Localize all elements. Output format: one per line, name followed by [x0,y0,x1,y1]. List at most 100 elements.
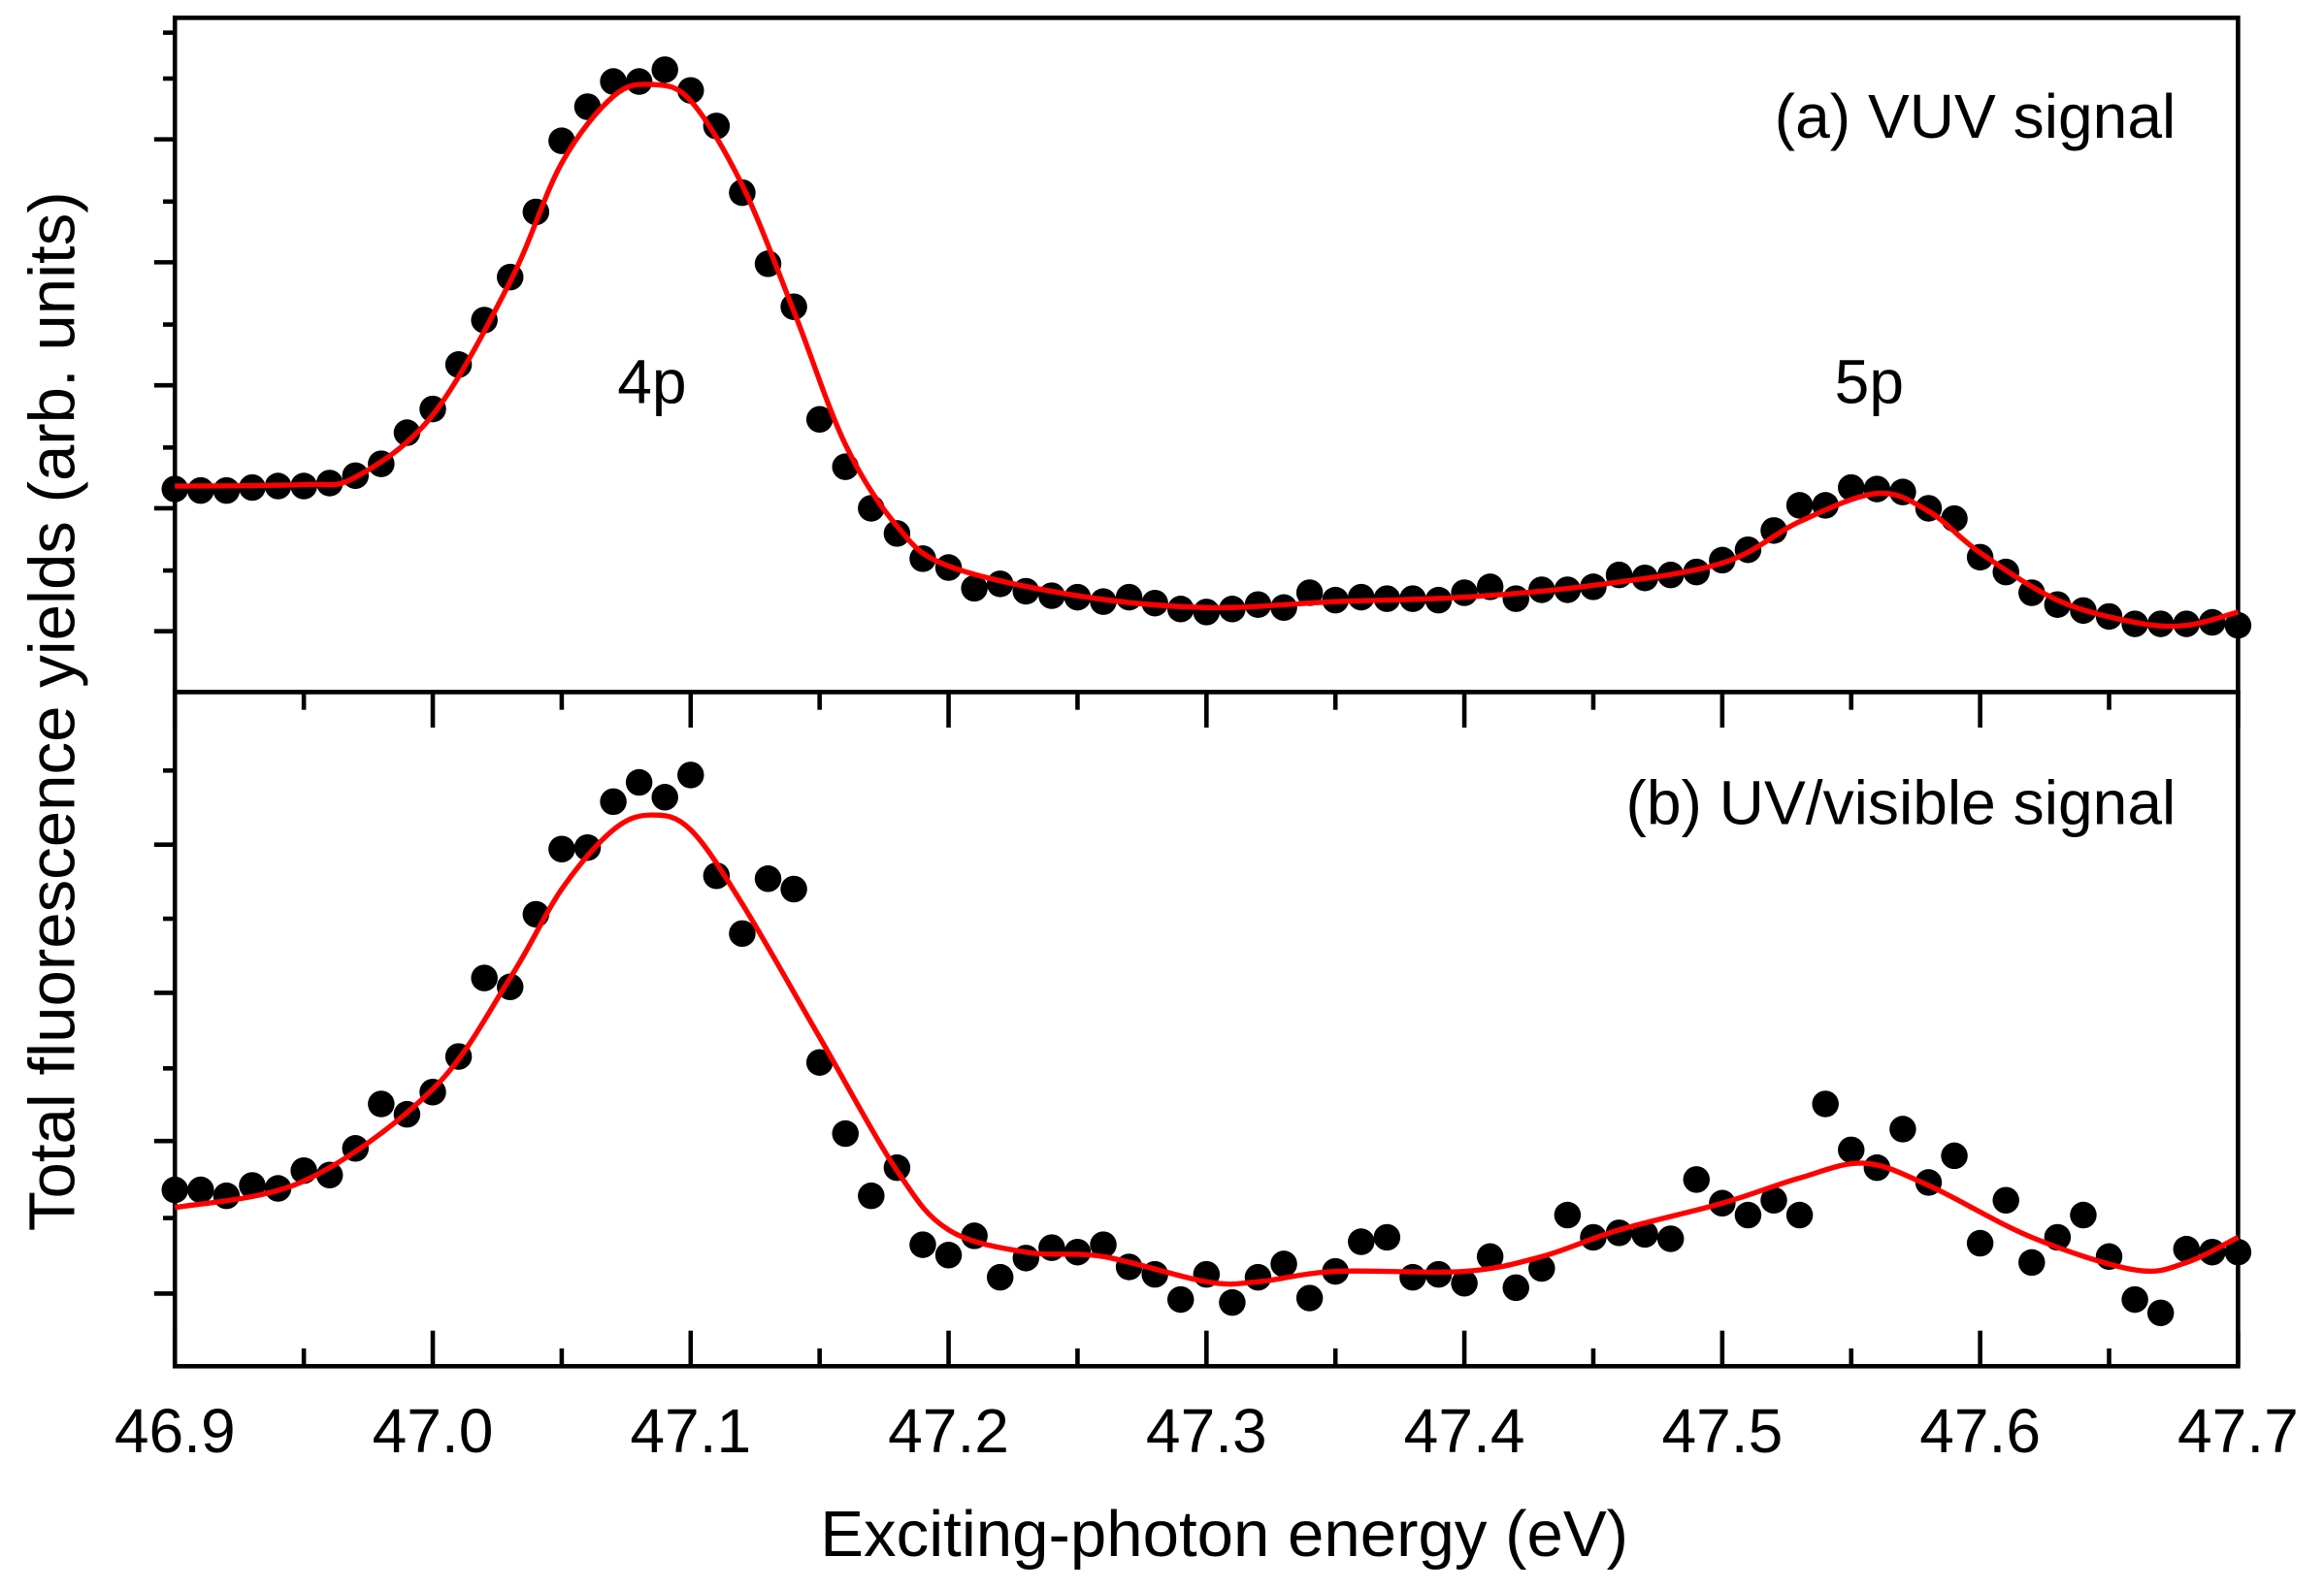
x-tick-label: 47.6 [1919,1396,2041,1466]
data-point [1760,517,1787,544]
data-point [1502,1274,1529,1302]
data-point [986,1263,1014,1291]
data-point [1476,1243,1504,1271]
data-point [1295,579,1324,606]
data-point [2018,1249,2046,1277]
data-point [1941,504,1968,533]
data-point [909,545,936,572]
data-point [573,833,602,861]
data-point [858,1182,885,1210]
x-tick-label: 47.1 [630,1396,751,1466]
data-point [161,1176,188,1204]
fit-curve [174,812,2240,1287]
data-point [1734,1201,1762,1229]
data-point [1838,1136,1865,1164]
x-tick-label: 47.4 [1404,1396,1525,1466]
data-point [444,351,473,378]
data-point [1554,1201,1582,1229]
x-tick-label: 47.3 [1146,1396,1267,1466]
data-point [1244,1263,1272,1291]
data-point [2018,579,2046,606]
data-point [805,1049,834,1076]
data-point [1451,579,1478,606]
data-point [2070,1201,2097,1229]
data-point [1166,1285,1195,1314]
panel-label: (a) VUV signal [1775,81,2177,151]
data-point [1295,1284,1324,1312]
data-point [832,1119,859,1148]
panel-a: (a) VUV signal 4p 5p [153,16,2252,729]
data-point [677,762,704,789]
x-tick-label: 47.2 [888,1396,1009,1466]
data-point [1219,1288,1246,1316]
data-point [625,768,653,796]
data-point [805,406,834,434]
data-point [1631,1220,1658,1249]
data-point [1502,585,1529,612]
fit-curve [175,81,2240,630]
data-point [1270,1250,1297,1278]
panel-b: (b) UV/visible signal [153,690,2252,1369]
data-point [1115,583,1143,611]
data-point [548,835,575,862]
data-point [909,1231,936,1258]
data-point [2173,1235,2201,1263]
data-point [2121,1285,2148,1314]
data-point [625,68,653,95]
data-point [600,788,627,816]
data-point [1683,1166,1711,1193]
data-point [187,476,214,504]
x-tick-label: 47.5 [1661,1396,1783,1466]
data-point [1451,1270,1478,1297]
data-point [703,113,731,140]
data-point [1838,473,1865,502]
data-point [1038,582,1065,609]
data-point [1863,475,1891,503]
data-point [1348,1228,1375,1255]
data-point [1193,599,1221,626]
data-point [754,865,782,892]
x-tick-label: 47.0 [373,1396,494,1466]
data-point [1992,1186,2019,1214]
data-point [368,1090,395,1118]
data-point [1863,1153,1891,1182]
data-point [1399,1263,1426,1291]
data-point [1348,583,1375,611]
data-point [2146,1299,2175,1327]
data-point [1889,1116,1916,1143]
data-point [1012,577,1040,605]
data-point [471,964,498,991]
data-point [2224,1238,2252,1266]
data-point [1760,1186,1787,1214]
data-point [161,475,188,503]
data-point [2224,611,2252,639]
data-point [729,920,756,948]
data-point [1941,1142,1968,1170]
data-point [1966,1229,1994,1257]
data-point [1090,1231,1117,1258]
peak-annotation: 5p [1835,346,1904,416]
data-point [187,1176,214,1204]
x-tick-label: 46.9 [115,1396,236,1466]
data-point [651,784,678,811]
data-point [213,476,241,504]
data-point [1785,1201,1814,1229]
data-point [1528,1254,1555,1282]
data-point [651,56,678,83]
data-point [1656,1225,1685,1252]
data-point [1812,1090,1839,1118]
y-axis-label: Total fluorescence yields (arb. units) [16,191,88,1231]
data-point [1785,492,1814,519]
data-point [239,1172,266,1199]
data-point [1373,1223,1401,1251]
data-point [213,1182,241,1210]
data-point [961,574,988,602]
peak-annotation: 4p [617,346,686,416]
data-point [883,520,911,547]
x-tick-label: 47.7 [2177,1396,2299,1466]
data-point [1038,1234,1065,1261]
data-point [934,1242,963,1269]
x-axis-label: Exciting-photon energy (eV) [820,1498,1628,1571]
data-point [1270,594,1297,622]
